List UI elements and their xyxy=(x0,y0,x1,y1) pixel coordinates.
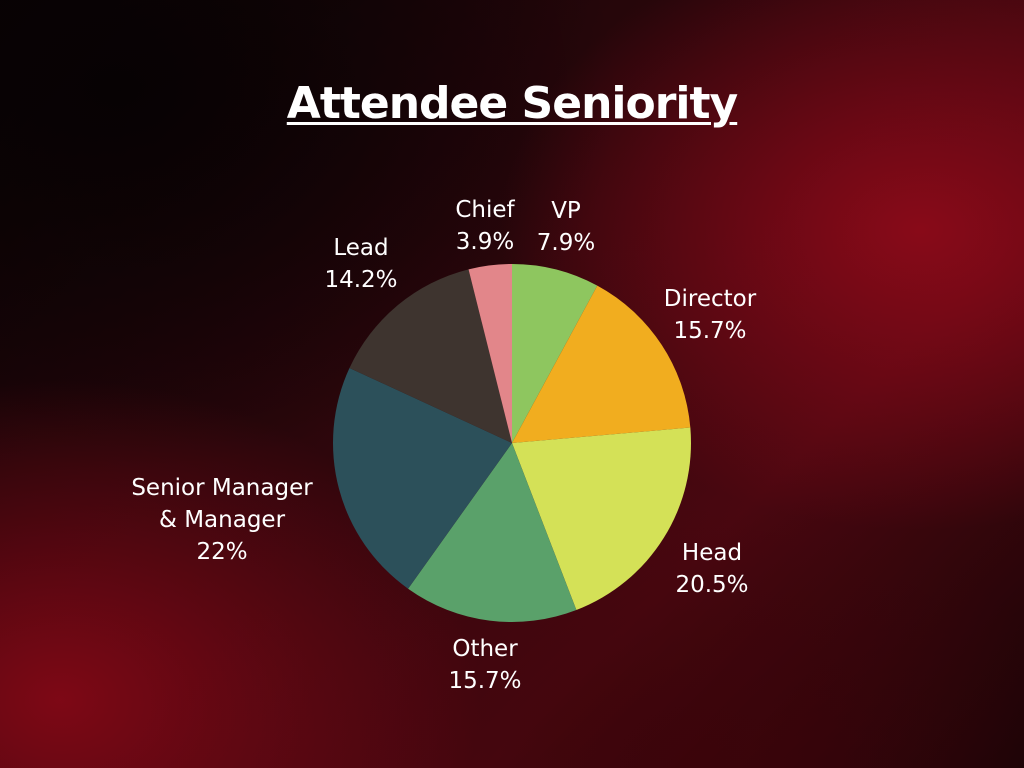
slice-value-label: 15.7% xyxy=(448,668,521,694)
slice-label: Head 20.5% xyxy=(675,540,748,598)
pie-slice-other xyxy=(408,443,577,622)
slice-value-label: 20.5% xyxy=(675,572,748,598)
pie-slice-head xyxy=(512,427,691,611)
pie-slice-lead xyxy=(349,269,512,443)
slice-label: Director 15.7% xyxy=(664,286,757,344)
slice-label: Senior Manager & Manager 22% xyxy=(131,475,313,565)
slice-label: Other 15.7% xyxy=(448,636,521,694)
chart-title-text: Attendee Seniority xyxy=(286,78,738,129)
slice-label: VP 7.9% xyxy=(537,198,595,256)
slice-value-label: 22% xyxy=(196,539,247,565)
pie-slice-chief xyxy=(468,264,512,443)
slice-category-label: Other xyxy=(452,636,518,662)
slice-category-label: & Manager xyxy=(159,507,286,533)
pie-slice-senior-manager-manager xyxy=(332,367,512,589)
slice-category-label: Head xyxy=(682,540,742,566)
slice-category-label: Senior Manager xyxy=(131,475,313,501)
slice-value-label: 3.9% xyxy=(456,229,514,255)
slice-value-label: 14.2% xyxy=(324,267,397,293)
chart-title: Attendee Seniority xyxy=(0,78,1024,129)
slice-category-label: Director xyxy=(664,286,757,312)
slice-category-label: Chief xyxy=(455,197,515,223)
slice-category-label: Lead xyxy=(333,235,388,261)
slice-label: Lead 14.2% xyxy=(324,235,397,293)
pie-slices xyxy=(332,264,691,622)
slice-label: Chief 3.9% xyxy=(455,197,515,255)
slice-value-label: 15.7% xyxy=(673,318,746,344)
pie-slice-director xyxy=(512,285,691,443)
pie-slice-vp xyxy=(512,264,598,443)
slice-value-label: 7.9% xyxy=(537,230,595,256)
pie-labels: VP 7.9% Director 15.7% Head 20.5% Other 15.7% Se… xyxy=(131,197,756,694)
slice-category-label: VP xyxy=(551,198,581,224)
